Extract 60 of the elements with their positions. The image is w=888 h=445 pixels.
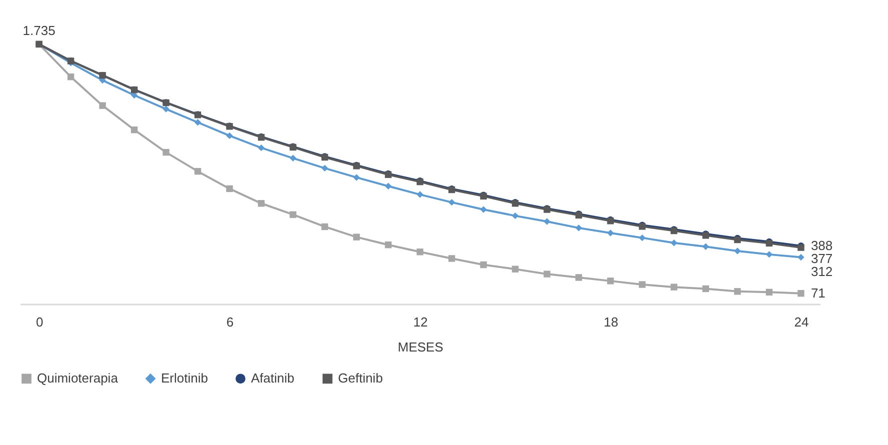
point bbox=[480, 206, 487, 213]
data-label: 388 bbox=[810, 238, 833, 253]
point bbox=[670, 284, 678, 290]
x-axis-title: MESES bbox=[398, 340, 444, 354]
x-tick-label: 6 bbox=[226, 314, 234, 330]
point bbox=[416, 248, 424, 256]
point bbox=[544, 218, 550, 225]
point bbox=[130, 126, 138, 134]
x-tick-label: 0 bbox=[36, 314, 44, 330]
point bbox=[384, 242, 392, 248]
data-label: 71 bbox=[810, 285, 826, 300]
point bbox=[544, 270, 550, 278]
point bbox=[798, 254, 804, 261]
point bbox=[321, 164, 328, 172]
point bbox=[702, 285, 710, 292]
point bbox=[766, 288, 773, 296]
point bbox=[384, 182, 392, 190]
point bbox=[607, 278, 614, 284]
legend-label: Quimioterapia bbox=[37, 370, 119, 386]
legend-label: Geftinib bbox=[338, 370, 383, 386]
point bbox=[575, 224, 582, 232]
point bbox=[480, 261, 487, 268]
point bbox=[575, 274, 582, 281]
x-tick-label: 12 bbox=[413, 314, 428, 330]
point bbox=[734, 288, 741, 295]
x-tick-label: 18 bbox=[604, 314, 618, 330]
point bbox=[258, 200, 265, 207]
point bbox=[448, 255, 456, 262]
point bbox=[512, 212, 519, 220]
legend-label: Afatinib bbox=[251, 370, 294, 386]
point bbox=[416, 191, 424, 198]
point bbox=[290, 154, 296, 162]
point bbox=[162, 148, 170, 156]
point bbox=[353, 234, 360, 240]
point bbox=[258, 144, 265, 152]
point bbox=[702, 243, 710, 250]
point bbox=[290, 211, 296, 218]
point bbox=[194, 168, 202, 175]
point bbox=[638, 281, 646, 288]
point bbox=[638, 234, 646, 242]
point bbox=[226, 132, 233, 140]
point bbox=[766, 251, 773, 258]
point bbox=[448, 198, 456, 206]
point bbox=[798, 290, 804, 297]
point bbox=[607, 230, 614, 236]
point bbox=[512, 266, 519, 272]
data-label: 1.735 bbox=[22, 23, 56, 38]
point bbox=[670, 240, 678, 246]
legend-label: Erlotinib bbox=[161, 370, 208, 386]
point bbox=[67, 73, 74, 80]
point bbox=[162, 106, 170, 112]
point bbox=[194, 119, 202, 126]
data-label: 312 bbox=[810, 264, 833, 279]
point bbox=[226, 185, 233, 192]
point bbox=[321, 223, 328, 230]
point bbox=[99, 102, 106, 109]
point bbox=[353, 174, 360, 181]
point bbox=[734, 248, 741, 254]
x-tick-label: 24 bbox=[794, 314, 809, 330]
data-label: 377 bbox=[810, 250, 833, 266]
